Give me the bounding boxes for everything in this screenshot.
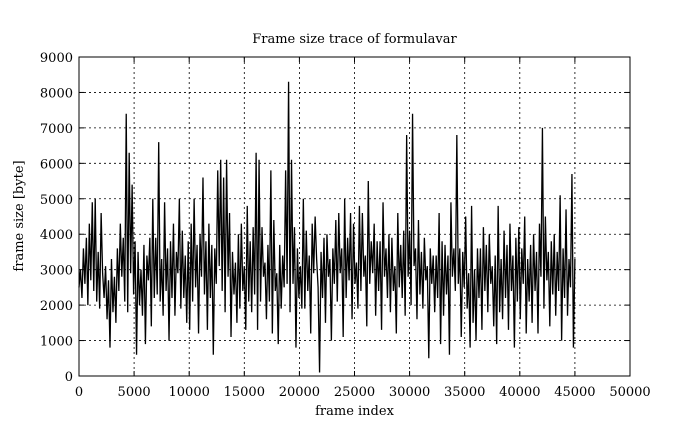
tick-marks <box>78 56 631 377</box>
y-tick-label: 1000 <box>40 335 73 350</box>
y-tick-label: 7000 <box>40 122 73 137</box>
y-tick-label: 5000 <box>40 193 73 208</box>
chart-title: Frame size trace of formulavar <box>252 32 457 47</box>
x-tick-label: 45000 <box>554 385 595 400</box>
y-tick-label: 9000 <box>40 51 73 66</box>
x-tick-label: 20000 <box>279 385 320 400</box>
y-tick-label: 6000 <box>40 157 73 172</box>
x-tick-label: 15000 <box>224 385 265 400</box>
y-tick-label: 4000 <box>40 228 73 243</box>
x-tick-label: 10000 <box>169 385 210 400</box>
y-axis-label: frame size [byte] <box>12 160 27 271</box>
x-tick-label: 40000 <box>499 385 540 400</box>
x-tick-label: 0 <box>75 385 83 400</box>
y-tick-label: 2000 <box>40 299 73 314</box>
series-layer <box>78 81 576 373</box>
x-tick-label: 50000 <box>609 385 650 400</box>
grid-lines <box>79 57 630 376</box>
x-tick-labels: 0 5000 10000 15000 20000 25000 30000 35000 40000… <box>75 385 651 400</box>
y-tick-label: 8000 <box>40 86 73 101</box>
frame-size-series-line <box>78 81 576 373</box>
y-tick-label: 0 <box>65 370 73 385</box>
x-tick-label: 25000 <box>334 385 375 400</box>
x-tick-label: 5000 <box>118 385 151 400</box>
x-tick-label: 30000 <box>389 385 430 400</box>
y-tick-label: 3000 <box>40 264 73 279</box>
x-axis-label: frame index <box>315 404 394 419</box>
x-tick-label: 35000 <box>444 385 485 400</box>
y-tick-labels: 0 1000 2000 3000 4000 5000 6000 7000 8000 9000 <box>40 51 73 385</box>
